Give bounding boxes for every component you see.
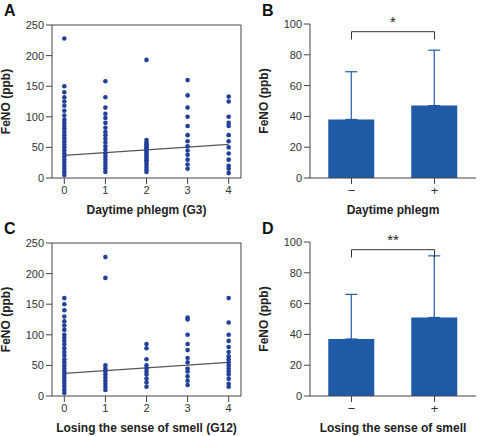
- svg-text:80: 80: [290, 49, 302, 61]
- svg-text:1: 1: [102, 402, 108, 414]
- svg-text:150: 150: [26, 298, 44, 310]
- svg-text:50: 50: [32, 359, 44, 371]
- svg-text:100: 100: [26, 329, 44, 341]
- svg-text:0: 0: [296, 390, 302, 402]
- html-text:D: D: [262, 220, 274, 237]
- svg-text:150: 150: [26, 80, 44, 92]
- svg-text:1: 1: [102, 184, 108, 196]
- svg-text:60: 60: [290, 298, 302, 310]
- svg-text:0: 0: [38, 172, 44, 184]
- svg-text:+: +: [431, 183, 439, 198]
- svg-text:Losing the sense of smell (G12: Losing the sense of smell (G12): [56, 421, 237, 435]
- svg-text:FeNO (ppb): FeNO (ppb): [8, 69, 13, 134]
- svg-text:60: 60: [290, 80, 302, 92]
- html-text:A: A: [4, 2, 16, 19]
- svg-text:250: 250: [26, 237, 44, 249]
- svg-text:4: 4: [226, 184, 232, 196]
- svg-text:**: **: [387, 231, 399, 248]
- svg-text:Daytime phlegm: Daytime phlegm: [347, 203, 440, 217]
- svg-text:0: 0: [38, 390, 44, 402]
- svg-text:FeNO (ppb): FeNO (ppb): [8, 287, 13, 352]
- svg-text:200: 200: [26, 268, 44, 280]
- svg-text:−: −: [348, 183, 356, 198]
- svg-text:Daytime phlegm (G3): Daytime phlegm (G3): [86, 203, 206, 217]
- svg-text:20: 20: [290, 141, 302, 153]
- svg-text:200: 200: [26, 50, 44, 62]
- svg-text:4: 4: [226, 402, 232, 414]
- svg-text:2: 2: [143, 184, 149, 196]
- svg-text:0: 0: [61, 402, 67, 414]
- svg-text:50: 50: [32, 141, 44, 153]
- svg-text:FeNO (ppb): FeNO (ppb): [258, 286, 271, 351]
- svg-text:3: 3: [185, 402, 191, 414]
- html-text:C: C: [4, 220, 16, 237]
- html-text:B: B: [262, 2, 274, 19]
- svg-text:250: 250: [26, 19, 44, 31]
- svg-text:0: 0: [61, 184, 67, 196]
- svg-text:Losing the sense of smell: Losing the sense of smell: [320, 421, 467, 435]
- svg-text:100: 100: [284, 236, 302, 248]
- svg-text:0: 0: [296, 172, 302, 184]
- svg-text:FeNO (ppb): FeNO (ppb): [258, 68, 271, 133]
- svg-text:40: 40: [290, 110, 302, 122]
- svg-text:40: 40: [290, 328, 302, 340]
- svg-text:80: 80: [290, 267, 302, 279]
- svg-text:+: +: [431, 401, 439, 416]
- svg-text:3: 3: [185, 184, 191, 196]
- svg-text:−: −: [348, 401, 356, 416]
- svg-text:20: 20: [290, 359, 302, 371]
- svg-text:2: 2: [143, 402, 149, 414]
- svg-text:100: 100: [284, 18, 302, 30]
- svg-text:*: *: [390, 13, 396, 30]
- svg-text:100: 100: [26, 111, 44, 123]
